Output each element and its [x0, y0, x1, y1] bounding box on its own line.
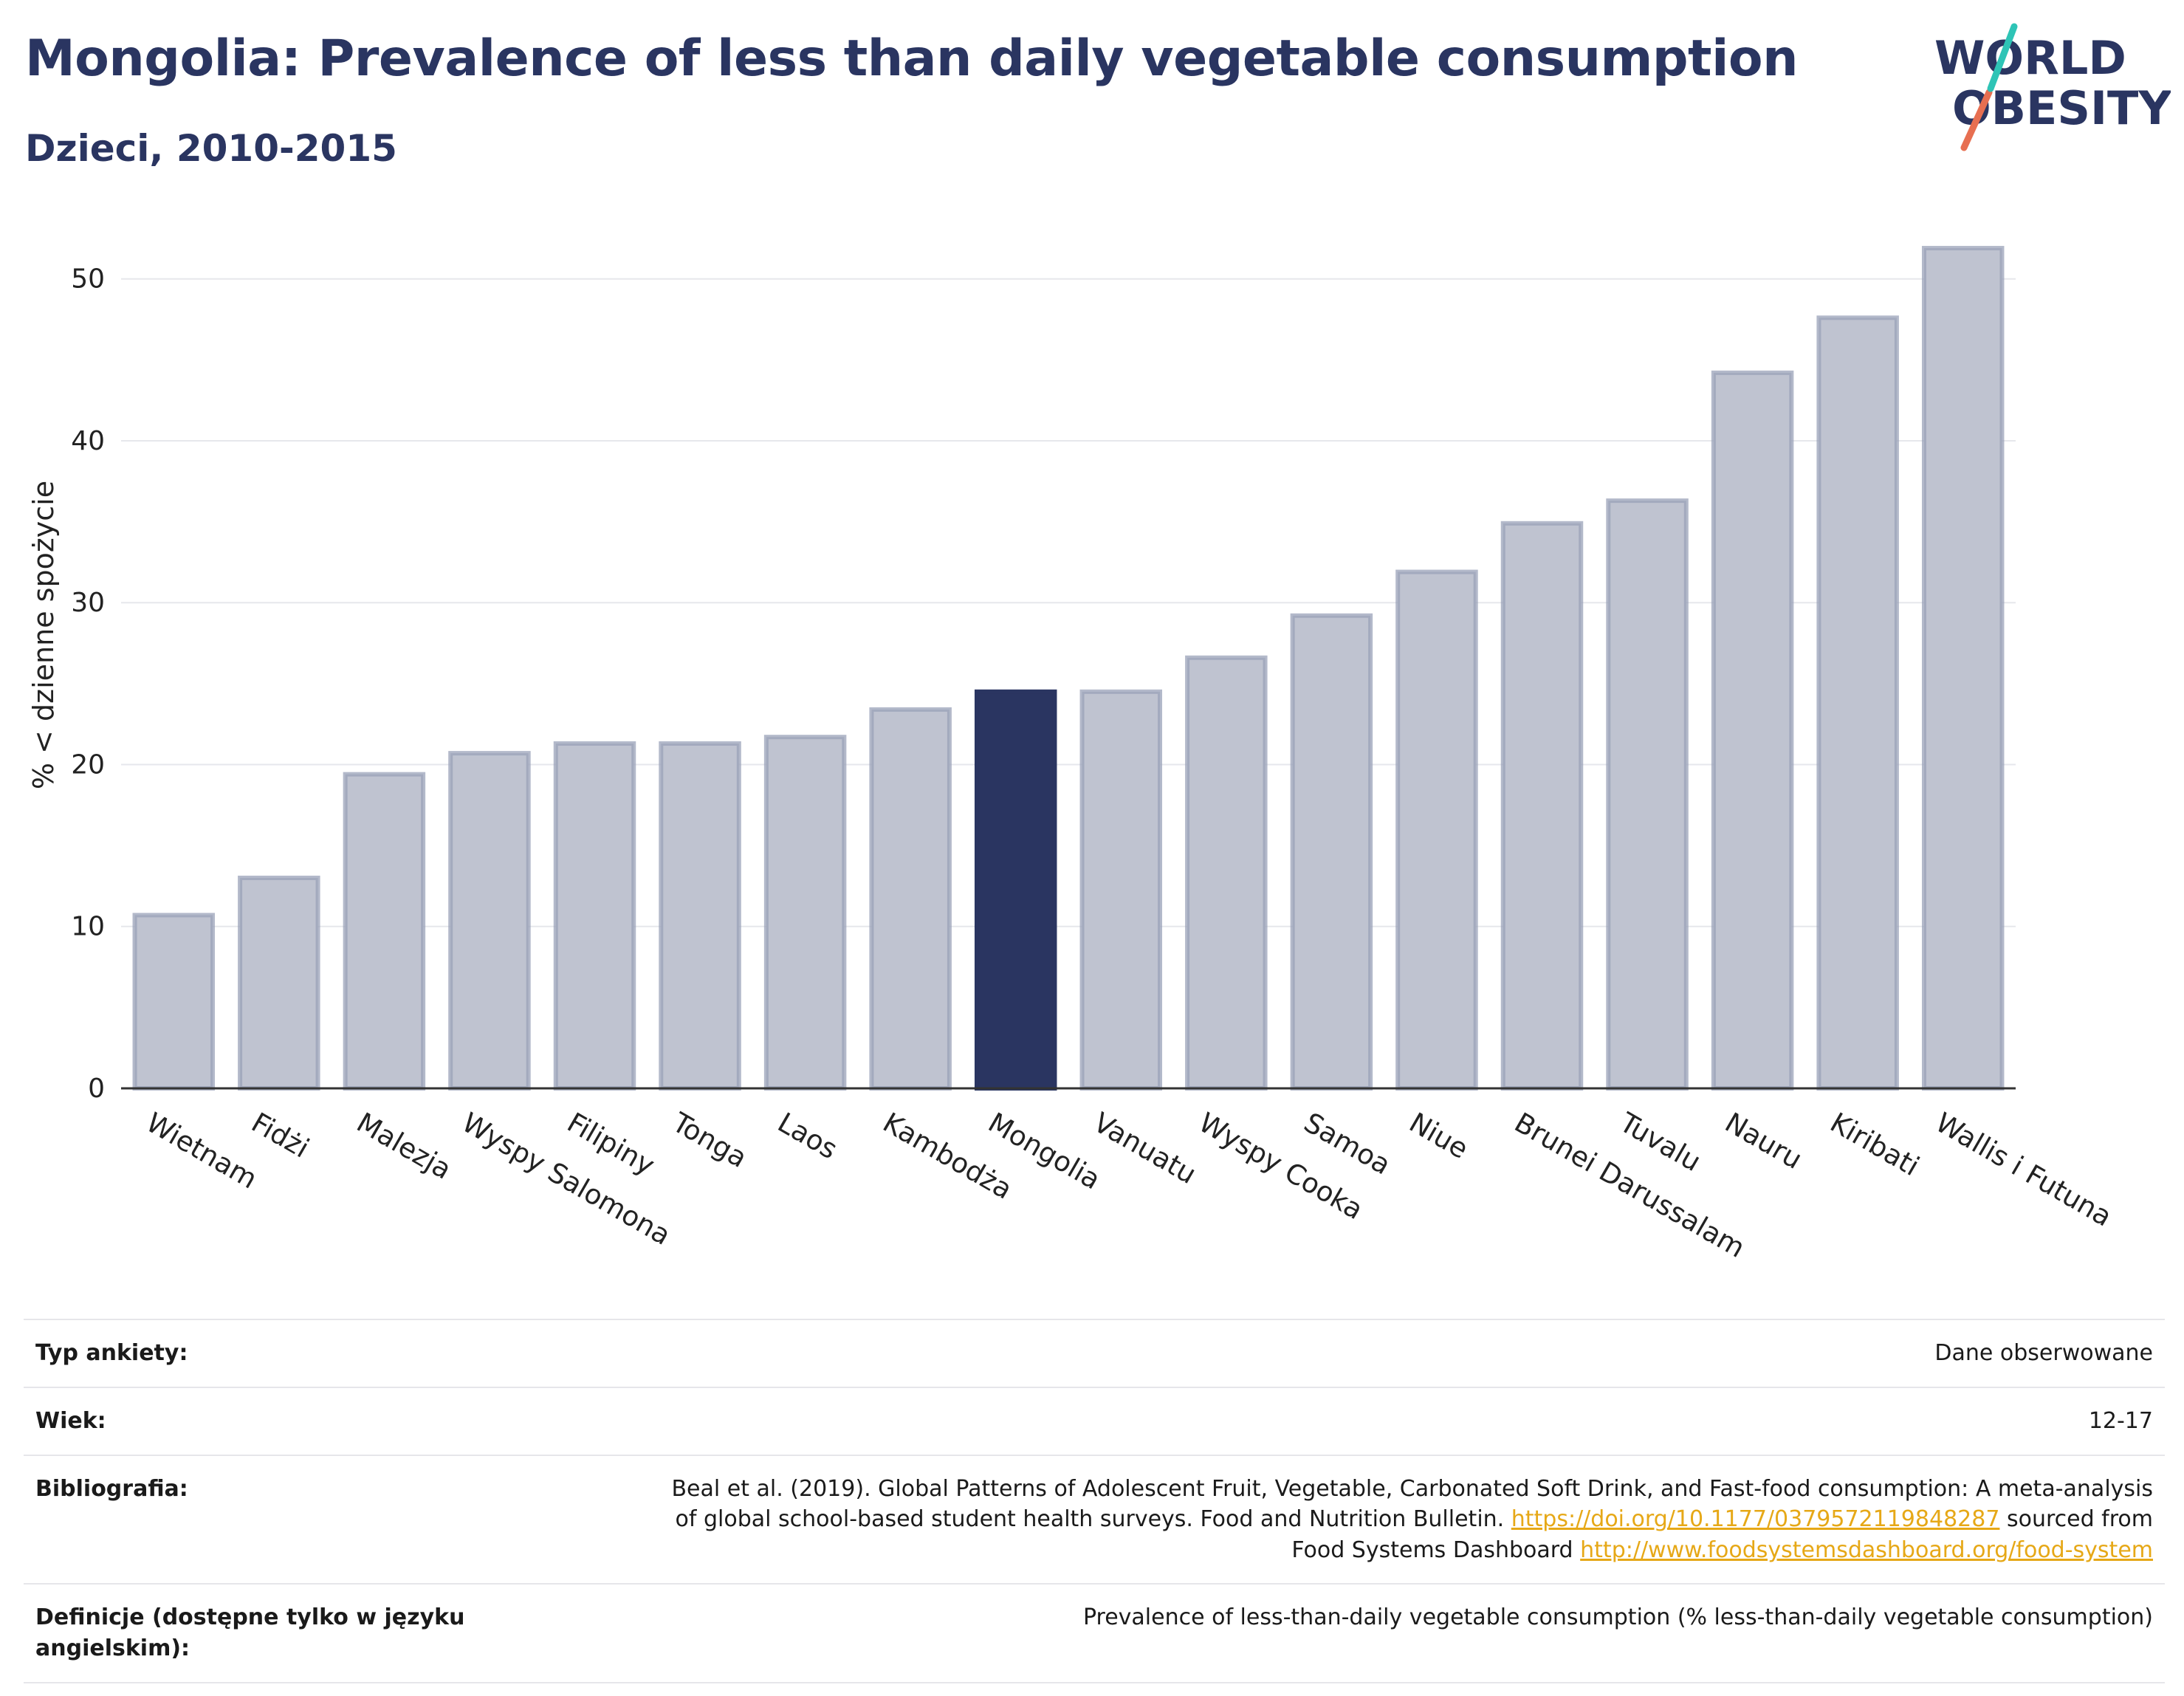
bar-tuvalu	[1606, 498, 1689, 1091]
info-value: Prevalence of less-than-daily vegetable …	[1082, 1604, 2153, 1631]
info-row-definitions: Definicje (dostępne tylko w języku angie…	[24, 1583, 2165, 1684]
info-label: Bibliografia:	[35, 1476, 188, 1502]
y-tick-label: 30	[71, 588, 105, 618]
y-tick-label: 40	[71, 426, 105, 456]
bar-kambodża	[869, 707, 952, 1091]
x-tick-label: Wallis i Futuna	[1930, 1107, 2117, 1233]
logo-line1: WORLD	[1934, 31, 2126, 85]
y-tick-label: 20	[71, 749, 105, 780]
y-tick-label: 0	[88, 1074, 105, 1104]
bar-laos	[763, 735, 847, 1091]
chart-title: Mongolia: Prevalence of less than daily …	[25, 30, 1799, 88]
doi-link[interactable]: https://doi.org/10.1177/0379572119848287	[1511, 1506, 2000, 1533]
bar-wyspy-salomona	[448, 751, 531, 1091]
x-tick-label: Nauru	[1720, 1107, 1807, 1175]
bars	[132, 246, 2005, 1091]
bar-wyspy-cooka	[1185, 655, 1268, 1091]
axes: 0 10 20 30 40 50	[71, 264, 2016, 1104]
bar-filipiny	[553, 741, 636, 1091]
info-label: Typ ankiety:	[35, 1340, 188, 1366]
bar-mongolia	[974, 689, 1057, 1091]
bar-nauru	[1711, 370, 1794, 1091]
bar-wallis-i-futuna	[1921, 246, 2005, 1091]
bar-vanuatu	[1079, 689, 1163, 1091]
info-label: Wiek:	[35, 1408, 106, 1434]
bar-malezja	[343, 772, 426, 1091]
grid-lines	[121, 278, 2016, 927]
bibliography-line3: Food Systems Dashboard	[1291, 1537, 1573, 1563]
bar-brunei-darussalam	[1500, 521, 1584, 1091]
bar-tonga	[659, 741, 741, 1091]
x-tick-label: Niue	[1404, 1107, 1473, 1165]
info-row-survey-type: Typ ankiety: Dane obserwowane	[24, 1319, 2165, 1387]
x-tick-label: Kiribati	[1825, 1107, 1925, 1183]
info-row-bibliography: Bibliografia: Beal et al. (2019). Global…	[24, 1455, 2165, 1583]
info-label: Definicje (dostępne tylko w języku angie…	[35, 1604, 465, 1662]
bibliography-line2: of global school-based student health su…	[675, 1506, 1505, 1533]
bar-niue	[1395, 569, 1478, 1091]
x-tick-label: Laos	[772, 1107, 842, 1166]
bar-wietnam	[132, 913, 216, 1091]
info-value: Dane obserwowane	[1934, 1340, 2153, 1366]
y-tick-label: 50	[71, 264, 105, 295]
y-axis-title: % < dzienne spożycie	[27, 481, 60, 789]
bar-kiribati	[1816, 315, 1899, 1091]
bibliography-line2-end: sourced from	[2006, 1506, 2153, 1533]
food-systems-link[interactable]: http://www.foodsystemsdashboard.org/food…	[1580, 1537, 2153, 1563]
info-value: 12-17	[2088, 1408, 2153, 1434]
y-tick-label: 10	[71, 912, 105, 942]
x-tick-label: Tonga	[667, 1106, 752, 1174]
x-tick-label: Fidżi	[246, 1107, 315, 1164]
chart-subtitle: Dzieci, 2010-2015	[25, 127, 397, 170]
bar-fidżi	[238, 875, 320, 1091]
info-value: Beal et al. (2019). Global Patterns of A…	[671, 1474, 2153, 1565]
bibliography-line1: Beal et al. (2019). Global Patterns of A…	[671, 1476, 2153, 1502]
x-tick-label: Wietnam	[141, 1107, 263, 1195]
bar-samoa	[1290, 613, 1373, 1091]
info-row-age: Wiek: 12-17	[24, 1387, 2165, 1455]
x-tick-label: Malezja	[351, 1107, 457, 1186]
world-obesity-logo-icon: WORLD OBESITY	[1934, 23, 2171, 151]
info-table: Typ ankiety: Dane obserwowane Wiek: 12-1…	[24, 1319, 2165, 1684]
x-tick-label: Vanuatu	[1088, 1107, 1202, 1191]
